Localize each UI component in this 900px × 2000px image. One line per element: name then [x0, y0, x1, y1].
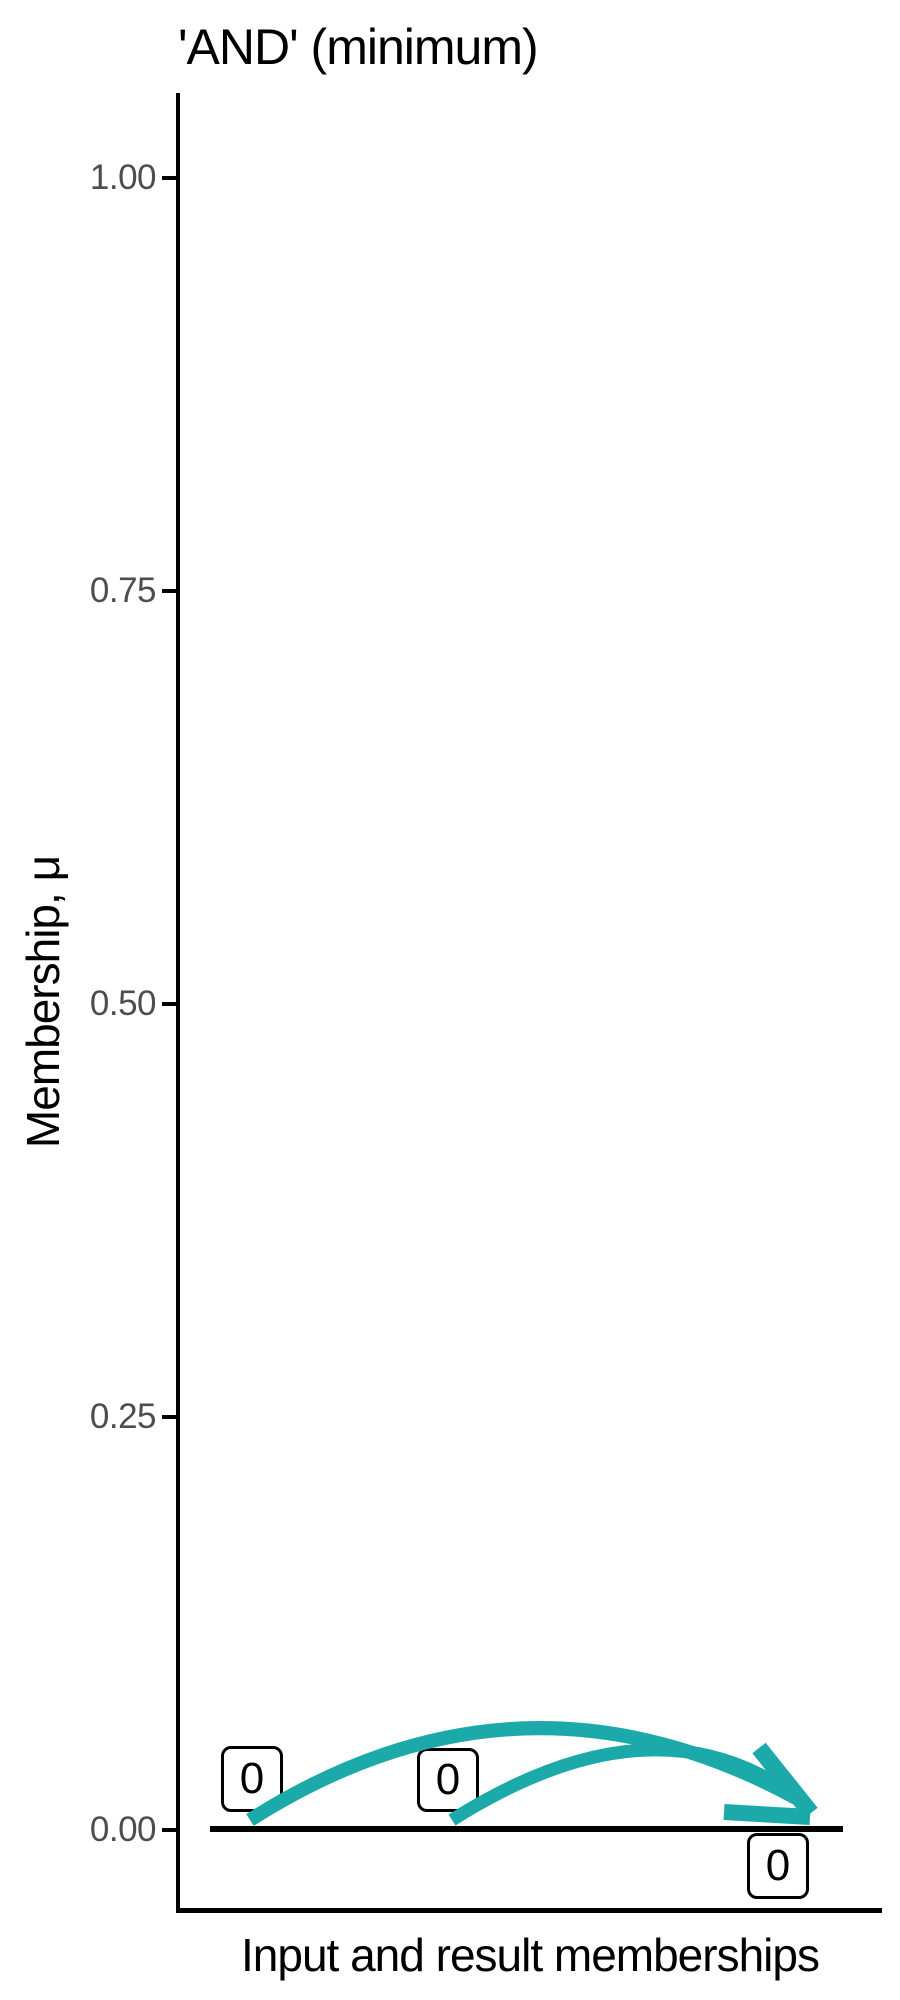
y-tick-0.25	[162, 1415, 177, 1419]
y-tick-0.50	[162, 1002, 177, 1006]
y-axis-line	[176, 93, 180, 1912]
input-2-value: 0	[435, 1755, 461, 1804]
input-1-value: 0	[239, 1754, 265, 1803]
y-tick-0.00	[162, 1828, 177, 1832]
arrow-input-1-to-result-arc	[246, 1721, 800, 1826]
result-value: 0	[765, 1841, 791, 1890]
y-tick-1.00	[162, 176, 177, 180]
result-value-label: 0	[747, 1833, 809, 1899]
y-tick-label-1.00: 1.00	[89, 158, 157, 197]
y-tick-label-0.75: 0.75	[89, 571, 157, 610]
arrow-input-2-to-result-arc	[448, 1743, 792, 1826]
y-tick-label-0.50: 0.50	[89, 984, 157, 1023]
input-1-value-label: 0	[221, 1746, 283, 1812]
y-tick-label-0.00: 0.00	[89, 1810, 157, 1849]
input-2-value-label: 0	[417, 1748, 479, 1812]
y-tick-0.75	[162, 589, 177, 593]
y-tick-label-0.25: 0.25	[89, 1397, 157, 1436]
x-axis-line	[176, 1908, 882, 1913]
x-axis-title: Input and result memberships	[241, 1929, 820, 1981]
zero-membership-line	[210, 1826, 843, 1832]
arrowhead-upper-wing	[752, 1742, 818, 1819]
y-axis-title: Membership, μ	[17, 855, 69, 1149]
plot-title: 'AND' (minimum)	[178, 19, 539, 75]
arrowhead-lower-wing	[723, 1804, 811, 1825]
